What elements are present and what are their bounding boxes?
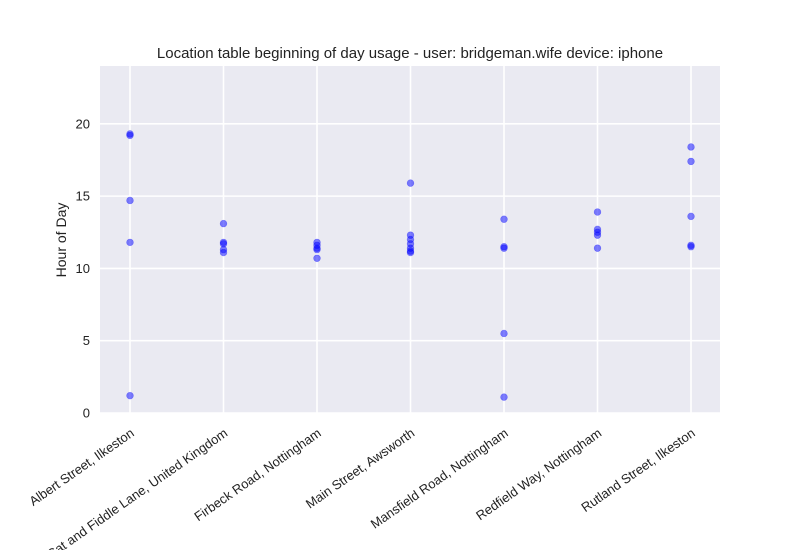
data-point [593,244,602,252]
data-point [406,179,415,187]
data-point [313,245,321,254]
chart-title: Location table beginning of day usage - … [157,45,663,62]
data-point [126,196,134,205]
data-point [500,215,508,223]
data-point [219,219,228,228]
data-point [126,238,134,247]
data-point [687,212,695,221]
grid-lines [100,66,720,414]
data-point [500,329,508,338]
data-point [126,131,134,140]
data-point [126,391,134,400]
data-point [500,244,508,252]
data-point [313,254,321,262]
data-point [406,248,415,257]
data-point [687,157,695,166]
y-tick-label: 15 [76,189,90,204]
y-tick-label: 5 [83,333,90,348]
data-point [593,208,602,216]
data-point [219,248,228,257]
y-tick-label: 0 [83,406,90,421]
data-point [593,231,602,239]
data-point [687,243,695,251]
x-tick-label: Cat and Fiddle Lane, United Kingdom [44,425,230,550]
data-point [500,393,508,401]
y-axis-label: Hour of Day [53,203,69,278]
y-tick-label: 20 [76,116,90,131]
y-tick-label: 10 [76,261,90,276]
data-point [687,143,695,151]
y-tick-labels: 0 5 10 15 20 [76,116,90,420]
data-points [126,130,695,401]
